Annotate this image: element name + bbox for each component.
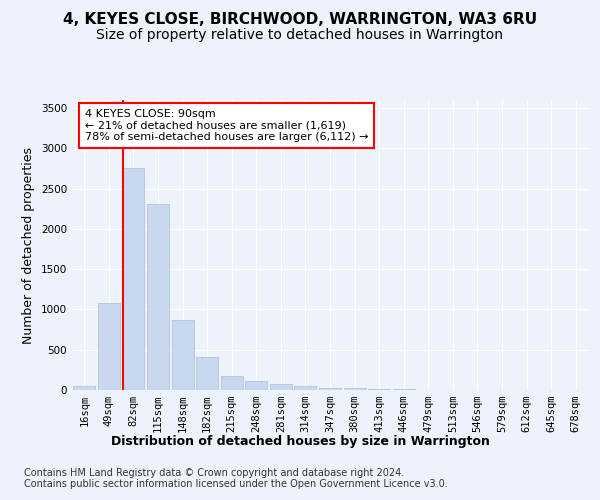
Bar <box>196 357 218 390</box>
Y-axis label: Number of detached properties: Number of detached properties <box>22 146 35 344</box>
Bar <box>319 388 341 390</box>
Bar <box>245 381 268 390</box>
Bar <box>344 388 365 390</box>
Bar <box>98 303 120 390</box>
Bar <box>147 204 169 390</box>
Bar <box>295 386 316 390</box>
Bar <box>172 320 194 390</box>
Text: Contains HM Land Registry data © Crown copyright and database right 2024.
Contai: Contains HM Land Registry data © Crown c… <box>24 468 448 489</box>
Bar <box>392 389 415 390</box>
Bar <box>368 389 390 390</box>
Bar <box>73 386 95 390</box>
Bar <box>221 376 243 390</box>
Text: 4 KEYES CLOSE: 90sqm
← 21% of detached houses are smaller (1,619)
78% of semi-de: 4 KEYES CLOSE: 90sqm ← 21% of detached h… <box>85 109 368 142</box>
Bar <box>270 384 292 390</box>
Text: Size of property relative to detached houses in Warrington: Size of property relative to detached ho… <box>97 28 503 42</box>
Text: 4, KEYES CLOSE, BIRCHWOOD, WARRINGTON, WA3 6RU: 4, KEYES CLOSE, BIRCHWOOD, WARRINGTON, W… <box>63 12 537 28</box>
Text: Distribution of detached houses by size in Warrington: Distribution of detached houses by size … <box>110 435 490 448</box>
Bar <box>122 168 145 390</box>
